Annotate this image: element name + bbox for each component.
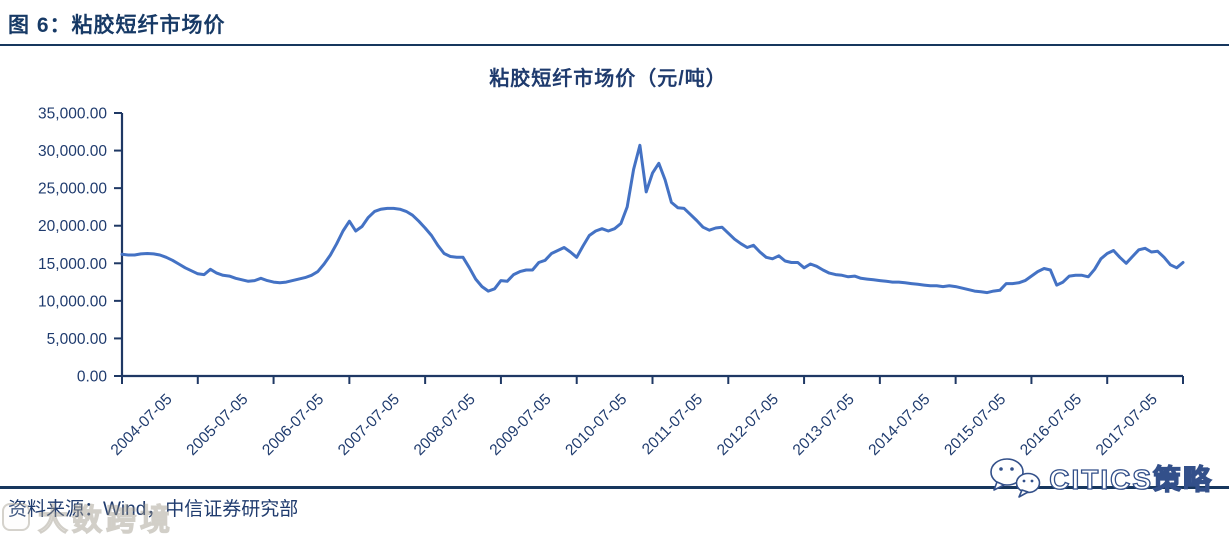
y-tick-label: 25,000.00 [38, 181, 107, 198]
x-tick-label: 2008-07-05 [411, 391, 479, 459]
y-tick-label: 35,000.00 [38, 106, 107, 123]
y-tick-label: 10,000.00 [38, 293, 107, 310]
y-tick-label: 0.00 [77, 369, 108, 386]
heading-divider [0, 44, 1229, 46]
x-tick-label: 2015-07-05 [941, 391, 1009, 459]
footer-divider [0, 486, 1229, 489]
x-tick-label: 2016-07-05 [1017, 391, 1085, 459]
source-text: 资料来源：Wind，中信证券研究部 [8, 499, 299, 520]
x-tick-label: 2009-07-05 [487, 391, 555, 459]
x-tick-label: 2007-07-05 [335, 391, 403, 459]
y-tick-label: 15,000.00 [38, 256, 107, 273]
chart-title: 粘胶短纤市场价（元/吨） [489, 68, 727, 90]
y-tick-label: 5,000.00 [47, 331, 108, 348]
price-line [120, 143, 1185, 295]
x-tick-label: 2012-07-05 [714, 391, 782, 459]
x-tick-label: 2010-07-05 [562, 391, 630, 459]
x-tick-label: 2004-07-05 [108, 391, 176, 459]
x-tick-label: 2011-07-05 [639, 391, 706, 458]
x-tick-label: 2006-07-05 [259, 391, 327, 459]
x-tick-label: 2013-07-05 [790, 391, 858, 459]
y-tick-label: 30,000.00 [38, 143, 107, 160]
y-tick-label: 20,000.00 [38, 218, 107, 235]
x-tick-label: 2014-07-05 [865, 391, 933, 459]
figure-heading: 图 6：粘胶短纤市场价 [8, 14, 226, 37]
x-tick-label: 2017-07-05 [1093, 391, 1161, 459]
x-tick-label: 2005-07-05 [183, 391, 251, 459]
